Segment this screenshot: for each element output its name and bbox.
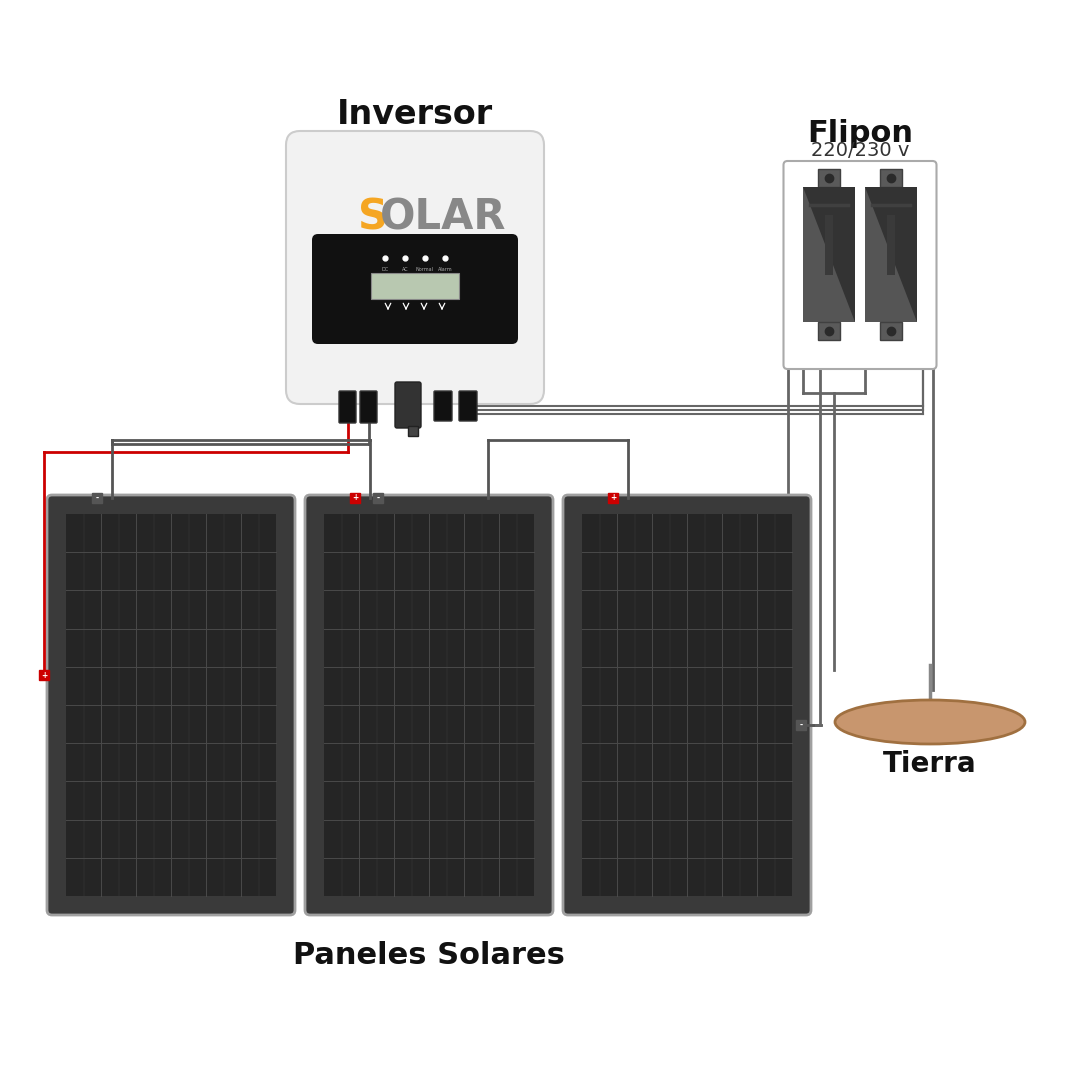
Text: +: + — [352, 494, 359, 502]
Bar — [880, 168, 902, 187]
Text: -: - — [799, 720, 802, 729]
Text: AC: AC — [402, 267, 408, 272]
Bar — [880, 322, 902, 340]
Bar — [408, 426, 418, 436]
Text: Inversor: Inversor — [337, 98, 494, 132]
Polygon shape — [804, 187, 855, 322]
FancyBboxPatch shape — [339, 391, 356, 423]
Text: Tierra: Tierra — [883, 750, 976, 778]
FancyBboxPatch shape — [312, 234, 518, 345]
Text: OLAR: OLAR — [380, 195, 507, 238]
Bar — [350, 492, 360, 503]
Bar — [39, 670, 49, 680]
FancyBboxPatch shape — [48, 495, 295, 915]
FancyBboxPatch shape — [305, 495, 553, 915]
FancyBboxPatch shape — [783, 161, 936, 369]
FancyBboxPatch shape — [434, 391, 453, 421]
Bar — [373, 492, 383, 503]
Bar — [796, 720, 806, 730]
Text: DC: DC — [381, 267, 389, 272]
FancyBboxPatch shape — [459, 391, 477, 421]
Text: Flipon: Flipon — [807, 119, 913, 148]
Text: Alarm: Alarm — [437, 267, 453, 272]
FancyBboxPatch shape — [286, 131, 544, 404]
Bar — [582, 514, 792, 896]
Text: S: S — [357, 195, 388, 238]
FancyBboxPatch shape — [563, 495, 811, 915]
Bar — [92, 492, 102, 503]
Bar — [324, 514, 534, 896]
Text: -: - — [95, 494, 98, 502]
Text: Paneles Solares: Paneles Solares — [293, 941, 565, 970]
Polygon shape — [865, 187, 917, 322]
FancyBboxPatch shape — [360, 391, 377, 423]
Bar — [804, 187, 855, 322]
Text: 220/230 v: 220/230 v — [811, 141, 909, 161]
Text: +: + — [610, 494, 616, 502]
Text: +: + — [41, 671, 48, 679]
FancyBboxPatch shape — [395, 382, 421, 428]
Bar — [818, 168, 840, 187]
Text: -: - — [377, 494, 379, 502]
Text: Normal: Normal — [416, 267, 434, 272]
Bar — [608, 492, 618, 503]
Ellipse shape — [835, 700, 1025, 744]
Bar — [818, 322, 840, 340]
Bar — [825, 215, 833, 275]
Bar — [372, 273, 459, 299]
Bar — [865, 187, 917, 322]
Bar — [887, 215, 895, 275]
Bar — [66, 514, 276, 896]
